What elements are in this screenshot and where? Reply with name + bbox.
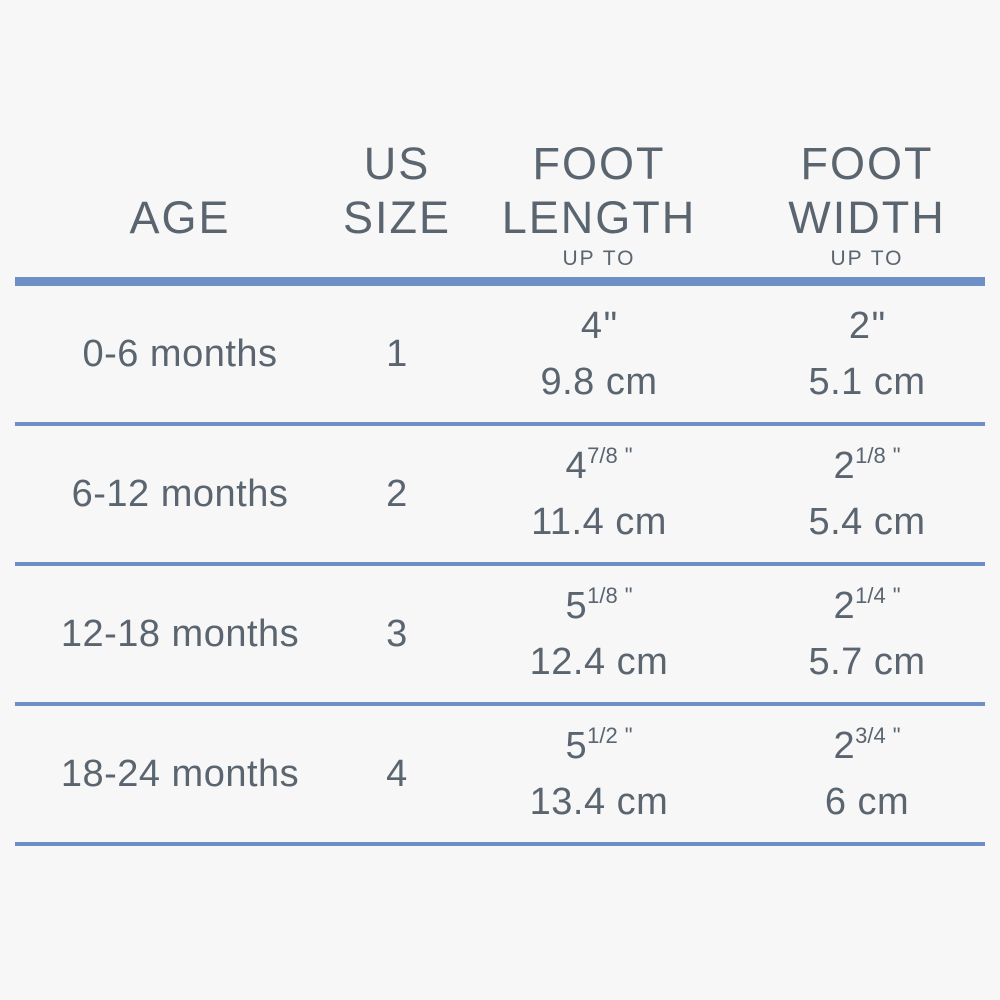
us-size-cell: 4 xyxy=(386,752,408,795)
inch-mark: " xyxy=(892,443,901,468)
foot-length-cell: 51/2 " 13.4 cm xyxy=(449,706,749,842)
inch-fraction: 1/8 xyxy=(855,443,886,468)
inch-fraction-group: 1/8 " xyxy=(855,443,900,468)
inch-fraction-group: 7/8 " xyxy=(587,443,632,468)
foot-length-inches: 4" xyxy=(581,298,617,354)
inch-value: 4 xyxy=(565,445,588,487)
foot-length-cell: 47/8 " 11.4 cm xyxy=(449,426,749,562)
inch-value: 4 xyxy=(580,305,603,347)
foot-length-inches: 51/8 " xyxy=(565,578,632,634)
inch-mark: " xyxy=(892,583,901,608)
inch-mark: " xyxy=(871,305,886,347)
age-cell: 18-24 months xyxy=(60,752,300,795)
foot-width-inches: 21/8 " xyxy=(833,438,900,494)
inch-fraction-group: " xyxy=(871,305,886,347)
table-row: 12-18 months 3 51/8 " 12.4 cm 21/4 " 5.7 c… xyxy=(15,566,985,706)
foot-width-cm: 5.7 cm xyxy=(808,641,926,683)
inch-value: 5 xyxy=(565,585,588,627)
foot-width-cm: 6 cm xyxy=(824,781,910,823)
inch-mark: " xyxy=(624,723,633,748)
size-table: AGE US SIZE FOOT LENGTH UP TO FOOT WIDTH… xyxy=(15,0,985,846)
age-cell: 12-18 months xyxy=(60,612,300,655)
foot-width-cell: 21/4 " 5.7 cm xyxy=(749,566,985,702)
foot-length-cell: 4" 9.8 cm xyxy=(449,286,749,422)
inch-value: 5 xyxy=(565,725,588,767)
foot-width-cm: 5.4 cm xyxy=(808,501,926,543)
inch-fraction: 7/8 xyxy=(587,443,618,468)
inch-mark: " xyxy=(624,443,633,468)
inch-fraction-group: 1/4 " xyxy=(855,583,900,608)
header-foot-width-sub: UP TO xyxy=(830,247,904,270)
inch-value: 2 xyxy=(848,305,871,347)
inch-fraction-group: " xyxy=(603,305,618,347)
foot-length-cm: 12.4 cm xyxy=(529,641,669,683)
header-us-size: US SIZE xyxy=(342,0,452,277)
us-size-cell: 3 xyxy=(386,612,408,655)
inch-fraction: 1/4 xyxy=(855,583,886,608)
foot-width-cell: 23/4 " 6 cm xyxy=(749,706,985,842)
age-cell: 0-6 months xyxy=(82,332,278,375)
table-header: AGE US SIZE FOOT LENGTH UP TO FOOT WIDTH… xyxy=(15,0,985,277)
header-foot-length-line1: FOOT xyxy=(532,138,666,189)
us-size-cell: 1 xyxy=(386,332,408,375)
inch-mark: " xyxy=(892,723,901,748)
foot-length-inches: 47/8 " xyxy=(565,438,632,494)
header-foot-width-label: WIDTH xyxy=(788,192,946,243)
header-foot-length-label: LENGTH xyxy=(501,192,697,243)
foot-length-cm: 11.4 cm xyxy=(531,501,667,543)
table-row: 0-6 months 1 4" 9.8 cm 2" 5.1 cm xyxy=(15,286,985,426)
us-size-cell: 2 xyxy=(386,472,408,515)
foot-width-inches: 23/4 " xyxy=(833,718,900,774)
foot-length-cm: 9.8 cm xyxy=(540,361,658,403)
foot-width-cell: 2" 5.1 cm xyxy=(749,286,985,422)
inch-fraction-group: 3/4 " xyxy=(855,723,900,748)
foot-length-cell: 51/8 " 12.4 cm xyxy=(449,566,749,702)
header-foot-width-line1: FOOT xyxy=(800,138,934,189)
table-row: 6-12 months 2 47/8 " 11.4 cm 21/8 " 5.4 cm xyxy=(15,426,985,566)
foot-width-cell: 21/8 " 5.4 cm xyxy=(749,426,985,562)
inch-fraction: 1/8 xyxy=(587,583,618,608)
table-row: 18-24 months 4 51/2 " 13.4 cm 23/4 " 6 cm xyxy=(15,706,985,846)
header-foot-length: FOOT LENGTH UP TO xyxy=(449,0,749,277)
header-age: AGE xyxy=(15,0,345,277)
foot-length-cm: 13.4 cm xyxy=(529,781,669,823)
inch-mark: " xyxy=(603,305,618,347)
inch-fraction-group: 1/8 " xyxy=(587,583,632,608)
header-foot-width: FOOT WIDTH UP TO xyxy=(749,0,985,277)
age-cell: 6-12 months xyxy=(71,472,289,515)
inch-fraction: 3/4 xyxy=(855,723,886,748)
header-us-size-line1: US xyxy=(363,138,431,189)
header-age-label: AGE xyxy=(129,192,231,243)
header-foot-length-sub: UP TO xyxy=(562,247,636,270)
header-us-size-label: SIZE xyxy=(342,192,452,243)
foot-width-inches: 21/4 " xyxy=(833,578,900,634)
inch-fraction-group: 1/2 " xyxy=(587,723,632,748)
header-divider-line xyxy=(15,277,985,286)
foot-width-cm: 5.1 cm xyxy=(808,361,926,403)
inch-value: 2 xyxy=(833,725,856,767)
inch-value: 2 xyxy=(833,585,856,627)
inch-value: 2 xyxy=(833,445,856,487)
inch-mark: " xyxy=(624,583,633,608)
foot-width-inches: 2" xyxy=(849,298,885,354)
foot-length-inches: 51/2 " xyxy=(565,718,632,774)
inch-fraction: 1/2 xyxy=(587,723,618,748)
